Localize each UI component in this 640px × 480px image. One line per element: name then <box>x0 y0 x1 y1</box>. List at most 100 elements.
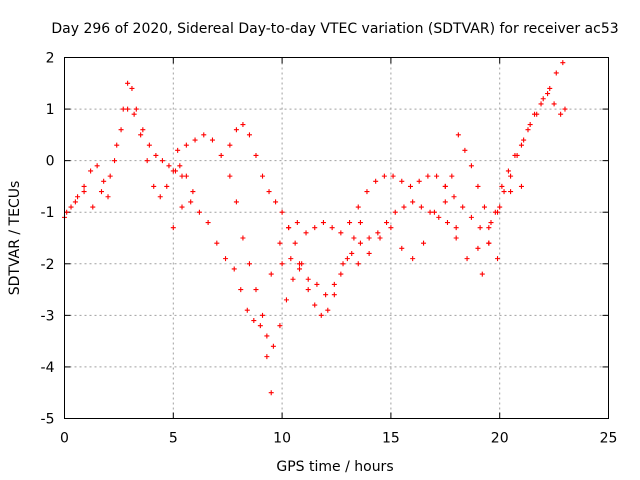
data-point <box>442 199 448 205</box>
series-sat-track-g <box>279 199 459 298</box>
data-point <box>508 189 514 195</box>
data-point <box>320 220 326 226</box>
data-point <box>305 287 311 293</box>
data-point <box>118 127 124 133</box>
data-point <box>183 142 189 148</box>
data-point <box>418 204 424 210</box>
data-point <box>410 199 416 205</box>
data-point <box>294 220 300 226</box>
data-point <box>373 178 379 184</box>
data-point <box>399 178 405 184</box>
data-point <box>553 70 559 76</box>
series-sat-track-d <box>175 132 274 396</box>
data-point <box>251 318 257 324</box>
data-point <box>344 256 350 262</box>
data-point <box>562 106 568 112</box>
y-tick-label: 2 <box>46 51 55 67</box>
data-points <box>62 60 568 396</box>
data-point <box>268 390 274 396</box>
data-point <box>338 230 344 236</box>
data-point <box>460 204 466 210</box>
data-point <box>527 122 533 128</box>
data-point <box>495 256 501 262</box>
data-point <box>488 220 494 226</box>
data-point <box>436 214 442 220</box>
data-point <box>416 178 422 184</box>
data-point <box>512 152 518 158</box>
data-point <box>196 209 202 215</box>
data-point <box>98 189 104 195</box>
data-point <box>140 127 146 133</box>
data-point <box>468 214 474 220</box>
data-point <box>146 142 152 148</box>
data-point <box>340 261 346 267</box>
data-point <box>292 240 298 246</box>
data-point <box>377 235 383 241</box>
data-point <box>364 189 370 195</box>
data-point <box>318 312 324 318</box>
data-point <box>558 111 564 117</box>
axis-ticks <box>64 57 609 419</box>
x-tick-label: 20 <box>491 431 509 447</box>
data-point <box>444 220 450 226</box>
data-point <box>410 256 416 262</box>
data-point <box>192 137 198 143</box>
data-point <box>453 225 459 231</box>
y-tick-label: -4 <box>41 360 55 376</box>
data-point <box>190 189 196 195</box>
data-point <box>188 199 194 205</box>
series-sat-track-j <box>479 91 568 277</box>
data-point <box>114 142 120 148</box>
plot-frame <box>64 57 609 419</box>
data-point <box>297 266 303 272</box>
data-point <box>279 261 285 267</box>
data-point <box>501 189 507 195</box>
data-point <box>560 60 566 66</box>
data-point <box>357 240 363 246</box>
data-point <box>338 271 344 277</box>
data-point <box>508 173 514 179</box>
x-tick-labels: 0 5 10 15 20 25 <box>60 431 617 447</box>
data-point <box>434 173 440 179</box>
data-point <box>238 287 244 293</box>
data-point <box>532 111 538 117</box>
data-point <box>88 168 94 174</box>
data-point <box>468 163 474 169</box>
data-point <box>264 333 270 339</box>
data-point <box>179 173 185 179</box>
data-point <box>286 225 292 231</box>
data-point <box>475 183 481 189</box>
data-point <box>325 307 331 313</box>
series-sat-track-b <box>64 106 196 215</box>
data-point <box>266 189 272 195</box>
data-point <box>312 225 318 231</box>
data-point <box>455 132 461 138</box>
data-point <box>253 287 259 293</box>
data-point <box>390 173 396 179</box>
chart-title: Day 296 of 2020, Sidereal Day-to-day VTE… <box>51 21 618 37</box>
y-tick-label: 0 <box>46 154 55 170</box>
data-point <box>279 209 285 215</box>
data-point <box>499 183 505 189</box>
data-point <box>505 168 511 174</box>
data-point <box>464 256 470 262</box>
data-point <box>277 323 283 329</box>
data-point <box>227 142 233 148</box>
data-point <box>347 220 353 226</box>
data-point <box>68 204 74 210</box>
data-point <box>401 204 407 210</box>
data-point <box>355 204 361 210</box>
data-point <box>153 152 159 158</box>
data-point <box>299 261 305 267</box>
x-tick-label: 15 <box>382 431 400 447</box>
data-point <box>518 142 524 148</box>
y-tick-label: 1 <box>46 102 55 118</box>
data-point <box>451 194 457 200</box>
data-point <box>159 158 165 164</box>
data-point <box>492 209 498 215</box>
data-point <box>479 271 485 277</box>
data-point <box>72 199 78 205</box>
data-point <box>209 137 215 143</box>
data-point <box>421 240 427 246</box>
